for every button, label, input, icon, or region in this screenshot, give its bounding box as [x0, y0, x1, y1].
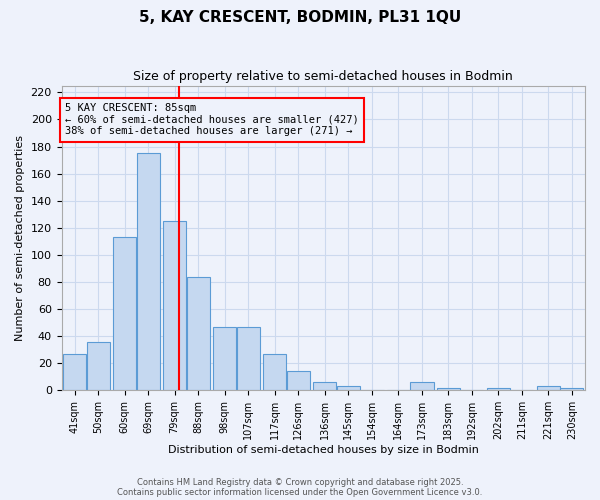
Bar	[63, 354, 86, 391]
Bar	[410, 382, 434, 390]
Bar	[213, 326, 236, 390]
Bar	[560, 388, 583, 390]
Bar	[536, 386, 560, 390]
Bar	[437, 388, 460, 390]
Bar	[337, 386, 360, 390]
Text: Contains HM Land Registry data © Crown copyright and database right 2025.
Contai: Contains HM Land Registry data © Crown c…	[118, 478, 482, 497]
Bar	[287, 372, 310, 390]
X-axis label: Distribution of semi-detached houses by size in Bodmin: Distribution of semi-detached houses by …	[168, 445, 479, 455]
Bar	[263, 354, 286, 391]
Bar	[187, 276, 210, 390]
Bar	[113, 238, 136, 390]
Bar	[487, 388, 510, 390]
Y-axis label: Number of semi-detached properties: Number of semi-detached properties	[15, 135, 25, 341]
Bar	[236, 326, 260, 390]
Bar	[87, 342, 110, 390]
Text: 5, KAY CRESCENT, BODMIN, PL31 1QU: 5, KAY CRESCENT, BODMIN, PL31 1QU	[139, 10, 461, 25]
Bar	[313, 382, 336, 390]
Title: Size of property relative to semi-detached houses in Bodmin: Size of property relative to semi-detach…	[133, 70, 513, 83]
Text: 5 KAY CRESCENT: 85sqm
← 60% of semi-detached houses are smaller (427)
38% of sem: 5 KAY CRESCENT: 85sqm ← 60% of semi-deta…	[65, 103, 359, 136]
Bar	[137, 154, 160, 390]
Bar	[163, 221, 186, 390]
